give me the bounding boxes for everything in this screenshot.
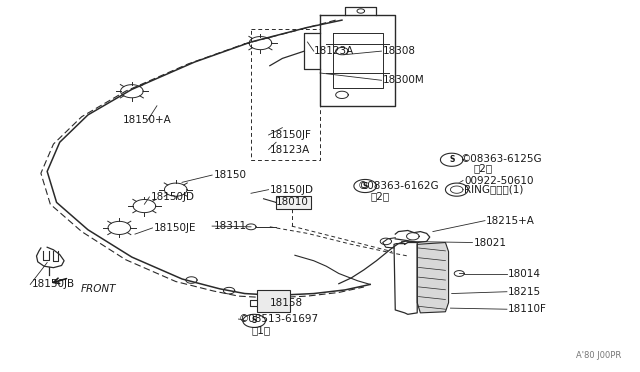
Text: ©08513-61697: ©08513-61697 [239, 314, 319, 324]
Text: 18123A: 18123A [270, 145, 310, 154]
Polygon shape [243, 314, 266, 327]
Text: 00922-50610: 00922-50610 [464, 176, 534, 186]
Text: 18010: 18010 [276, 198, 309, 208]
Text: 18311: 18311 [213, 221, 246, 231]
Text: 18215: 18215 [508, 287, 541, 297]
Text: 18308: 18308 [383, 46, 416, 56]
Text: S: S [252, 317, 257, 326]
Polygon shape [417, 243, 449, 313]
FancyBboxPatch shape [257, 290, 290, 312]
Text: 18215+A: 18215+A [486, 216, 535, 226]
Text: 18158: 18158 [270, 298, 303, 308]
Text: ©08363-6162G: ©08363-6162G [358, 181, 439, 191]
Text: 18123A: 18123A [314, 46, 354, 56]
Polygon shape [354, 179, 376, 193]
Text: 18150+A: 18150+A [122, 115, 171, 125]
Text: 18150JD: 18150JD [150, 192, 195, 202]
Text: 18150: 18150 [213, 170, 246, 180]
Text: 18300M: 18300M [383, 75, 424, 85]
Text: 18150JF: 18150JF [270, 130, 312, 140]
Text: S: S [449, 155, 454, 164]
Text: RINGリング(1): RINGリング(1) [464, 185, 524, 195]
Text: （1）: （1） [251, 325, 270, 335]
Polygon shape [440, 153, 463, 166]
Text: 18110F: 18110F [508, 304, 547, 314]
Text: S: S [362, 182, 368, 190]
Text: （2）: （2） [474, 164, 493, 173]
Text: 18150JE: 18150JE [154, 223, 196, 233]
Text: 18014: 18014 [508, 269, 541, 279]
Polygon shape [445, 183, 468, 196]
Text: 18150JB: 18150JB [31, 279, 75, 289]
Text: ©08363-6125G: ©08363-6125G [461, 154, 543, 164]
Text: FRONT: FRONT [81, 284, 116, 294]
Text: （2）: （2） [370, 191, 389, 201]
Text: 18150JD: 18150JD [270, 185, 314, 195]
FancyBboxPatch shape [276, 196, 310, 209]
Text: A'80 J00PR: A'80 J00PR [576, 351, 621, 360]
Text: 18021: 18021 [474, 237, 507, 247]
